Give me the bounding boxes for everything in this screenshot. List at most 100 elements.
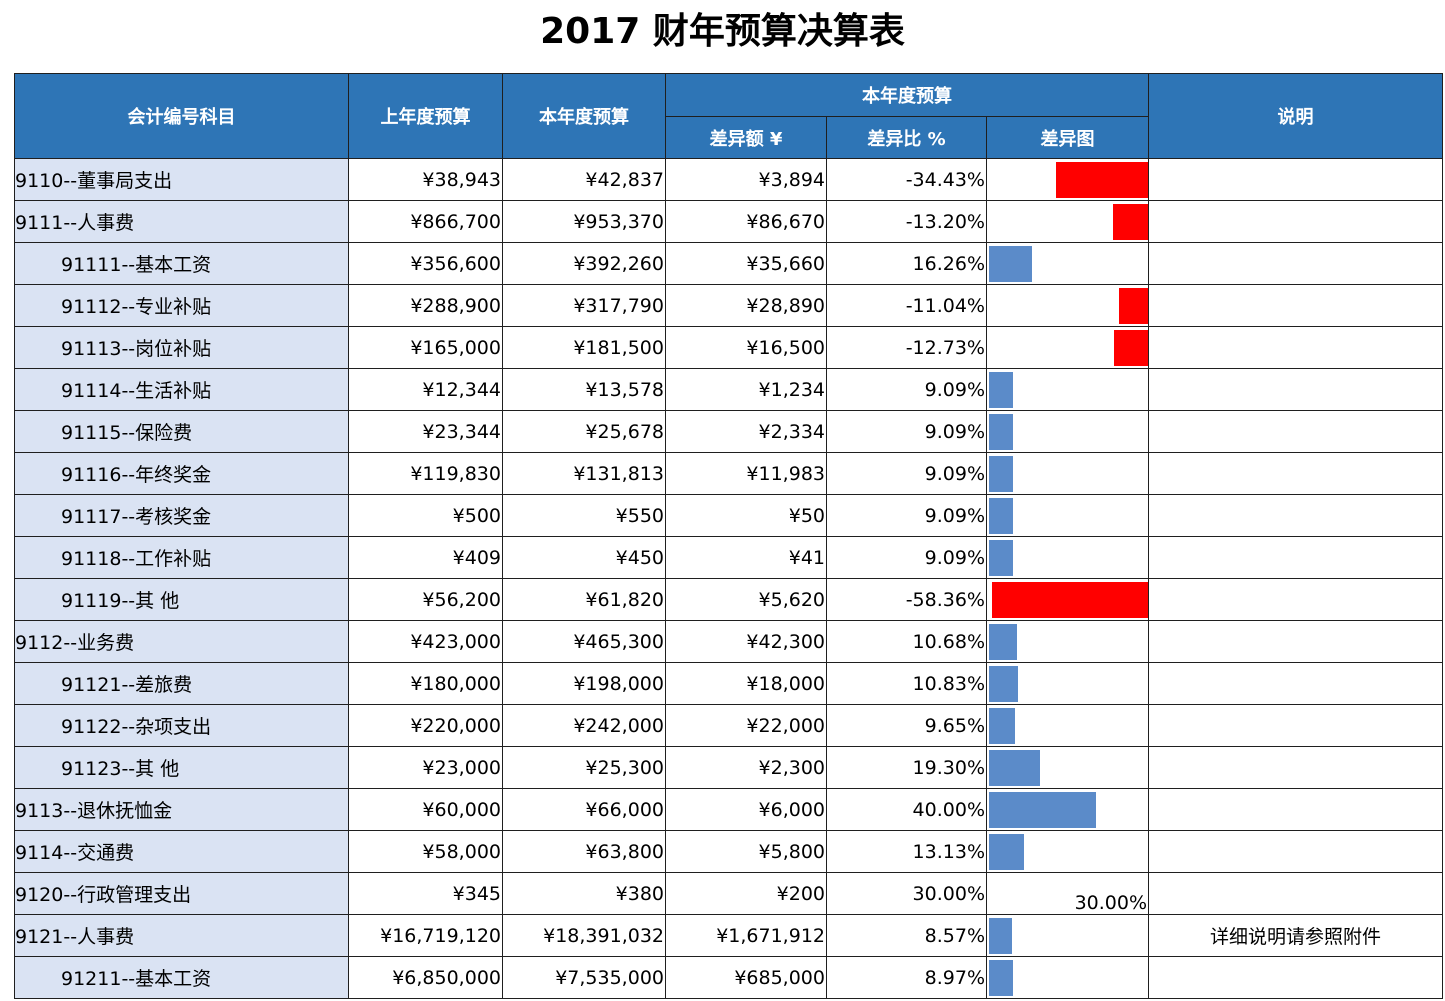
note-cell[interactable]: 详细说明请参照附件 <box>1148 914 1444 957</box>
prev-budget-cell[interactable]: ¥23,000 <box>348 746 503 789</box>
prev-budget-cell[interactable]: ¥56,200 <box>348 578 503 621</box>
diff-chart-cell[interactable] <box>985 704 1150 747</box>
note-cell[interactable] <box>1148 494 1444 537</box>
prev-budget-cell[interactable]: ¥409 <box>348 536 503 579</box>
diff-chart-cell[interactable] <box>985 494 1150 537</box>
prev-budget-cell[interactable]: ¥345 <box>348 872 503 915</box>
diff-pct-cell[interactable]: 8.57% <box>826 914 987 957</box>
note-cell[interactable] <box>1148 704 1444 747</box>
prev-budget-cell[interactable]: ¥356,600 <box>348 242 503 285</box>
diff-chart-cell[interactable] <box>985 326 1150 369</box>
curr-budget-cell[interactable]: ¥317,790 <box>502 284 666 327</box>
account-cell[interactable]: 91114--生活补贴 <box>14 368 349 411</box>
prev-budget-cell[interactable]: ¥12,344 <box>348 368 503 411</box>
curr-budget-cell[interactable]: ¥465,300 <box>502 620 666 663</box>
diff-pct-cell[interactable]: 9.09% <box>826 410 987 453</box>
diff-amount-cell[interactable]: ¥35,660 <box>665 242 827 285</box>
diff-amount-cell[interactable]: ¥5,800 <box>665 830 827 873</box>
account-cell[interactable]: 91112--专业补贴 <box>14 284 349 327</box>
account-cell[interactable]: 9112--业务费 <box>14 620 349 663</box>
diff-chart-cell[interactable] <box>985 242 1150 285</box>
diff-pct-cell[interactable]: 9.65% <box>826 704 987 747</box>
prev-budget-cell[interactable]: ¥180,000 <box>348 662 503 705</box>
prev-budget-cell[interactable]: ¥866,700 <box>348 200 503 243</box>
diff-chart-cell[interactable] <box>985 662 1150 705</box>
prev-budget-cell[interactable]: ¥6,850,000 <box>348 956 503 999</box>
diff-amount-cell[interactable]: ¥2,334 <box>665 410 827 453</box>
diff-pct-cell[interactable]: 19.30% <box>826 746 987 789</box>
header-prev-budget[interactable]: 上年度预算 <box>348 73 503 159</box>
curr-budget-cell[interactable]: ¥42,837 <box>502 158 666 201</box>
curr-budget-cell[interactable]: ¥198,000 <box>502 662 666 705</box>
note-cell[interactable] <box>1148 746 1444 789</box>
diff-amount-cell[interactable]: ¥42,300 <box>665 620 827 663</box>
diff-amount-cell[interactable]: ¥2,300 <box>665 746 827 789</box>
diff-amount-cell[interactable]: ¥22,000 <box>665 704 827 747</box>
account-cell[interactable]: 91113--岗位补贴 <box>14 326 349 369</box>
diff-chart-cell[interactable] <box>985 200 1150 243</box>
note-cell[interactable] <box>1148 158 1444 201</box>
diff-chart-cell[interactable] <box>985 788 1150 831</box>
header-curr-budget[interactable]: 本年度预算 <box>502 73 666 159</box>
note-cell[interactable] <box>1148 452 1444 495</box>
diff-chart-cell[interactable] <box>985 158 1150 201</box>
diff-pct-cell[interactable]: 9.09% <box>826 536 987 579</box>
account-cell[interactable]: 91119--其 他 <box>14 578 349 621</box>
prev-budget-cell[interactable]: ¥288,900 <box>348 284 503 327</box>
diff-pct-cell[interactable]: 9.09% <box>826 452 987 495</box>
account-cell[interactable]: 91115--保险费 <box>14 410 349 453</box>
note-cell[interactable] <box>1148 410 1444 453</box>
curr-budget-cell[interactable]: ¥953,370 <box>502 200 666 243</box>
note-cell[interactable] <box>1148 368 1444 411</box>
note-cell[interactable] <box>1148 284 1444 327</box>
diff-amount-cell[interactable]: ¥11,983 <box>665 452 827 495</box>
diff-amount-cell[interactable]: ¥50 <box>665 494 827 537</box>
curr-budget-cell[interactable]: ¥392,260 <box>502 242 666 285</box>
diff-amount-cell[interactable]: ¥28,890 <box>665 284 827 327</box>
account-cell[interactable]: 91118--工作补贴 <box>14 536 349 579</box>
curr-budget-cell[interactable]: ¥380 <box>502 872 666 915</box>
diff-pct-cell[interactable]: -13.20% <box>826 200 987 243</box>
diff-pct-cell[interactable]: -12.73% <box>826 326 987 369</box>
curr-budget-cell[interactable]: ¥61,820 <box>502 578 666 621</box>
diff-chart-cell[interactable] <box>985 368 1150 411</box>
diff-pct-cell[interactable]: 9.09% <box>826 368 987 411</box>
prev-budget-cell[interactable]: ¥220,000 <box>348 704 503 747</box>
note-cell[interactable] <box>1148 326 1444 369</box>
curr-budget-cell[interactable]: ¥450 <box>502 536 666 579</box>
diff-amount-cell[interactable]: ¥200 <box>665 872 827 915</box>
account-cell[interactable]: 91123--其 他 <box>14 746 349 789</box>
prev-budget-cell[interactable]: ¥119,830 <box>348 452 503 495</box>
note-cell[interactable] <box>1148 788 1444 831</box>
diff-pct-cell[interactable]: 10.83% <box>826 662 987 705</box>
diff-pct-cell[interactable]: -34.43% <box>826 158 987 201</box>
curr-budget-cell[interactable]: ¥25,300 <box>502 746 666 789</box>
note-cell[interactable] <box>1148 200 1444 243</box>
diff-pct-cell[interactable]: 10.68% <box>826 620 987 663</box>
account-cell[interactable]: 91111--基本工资 <box>14 242 349 285</box>
prev-budget-cell[interactable]: ¥423,000 <box>348 620 503 663</box>
header-note[interactable]: 说明 <box>1148 73 1444 159</box>
diff-amount-cell[interactable]: ¥18,000 <box>665 662 827 705</box>
diff-chart-cell[interactable]: 30.00% <box>985 872 1150 915</box>
curr-budget-cell[interactable]: ¥18,391,032 <box>502 914 666 957</box>
diff-pct-cell[interactable]: -58.36% <box>826 578 987 621</box>
diff-amount-cell[interactable]: ¥5,620 <box>665 578 827 621</box>
diff-chart-cell[interactable] <box>985 452 1150 495</box>
diff-chart-cell[interactable] <box>985 746 1150 789</box>
diff-amount-cell[interactable]: ¥1,234 <box>665 368 827 411</box>
diff-amount-cell[interactable]: ¥685,000 <box>665 956 827 999</box>
header-diff-chart[interactable]: 差异图 <box>985 116 1150 159</box>
diff-amount-cell[interactable]: ¥16,500 <box>665 326 827 369</box>
diff-pct-cell[interactable]: -11.04% <box>826 284 987 327</box>
prev-budget-cell[interactable]: ¥16,719,120 <box>348 914 503 957</box>
account-cell[interactable]: 91122--杂项支出 <box>14 704 349 747</box>
header-diff-pct[interactable]: 差异比 % <box>826 116 987 159</box>
diff-pct-cell[interactable]: 8.97% <box>826 956 987 999</box>
note-cell[interactable] <box>1148 956 1444 999</box>
diff-amount-cell[interactable]: ¥86,670 <box>665 200 827 243</box>
diff-amount-cell[interactable]: ¥41 <box>665 536 827 579</box>
curr-budget-cell[interactable]: ¥550 <box>502 494 666 537</box>
diff-amount-cell[interactable]: ¥1,671,912 <box>665 914 827 957</box>
diff-pct-cell[interactable]: 16.26% <box>826 242 987 285</box>
